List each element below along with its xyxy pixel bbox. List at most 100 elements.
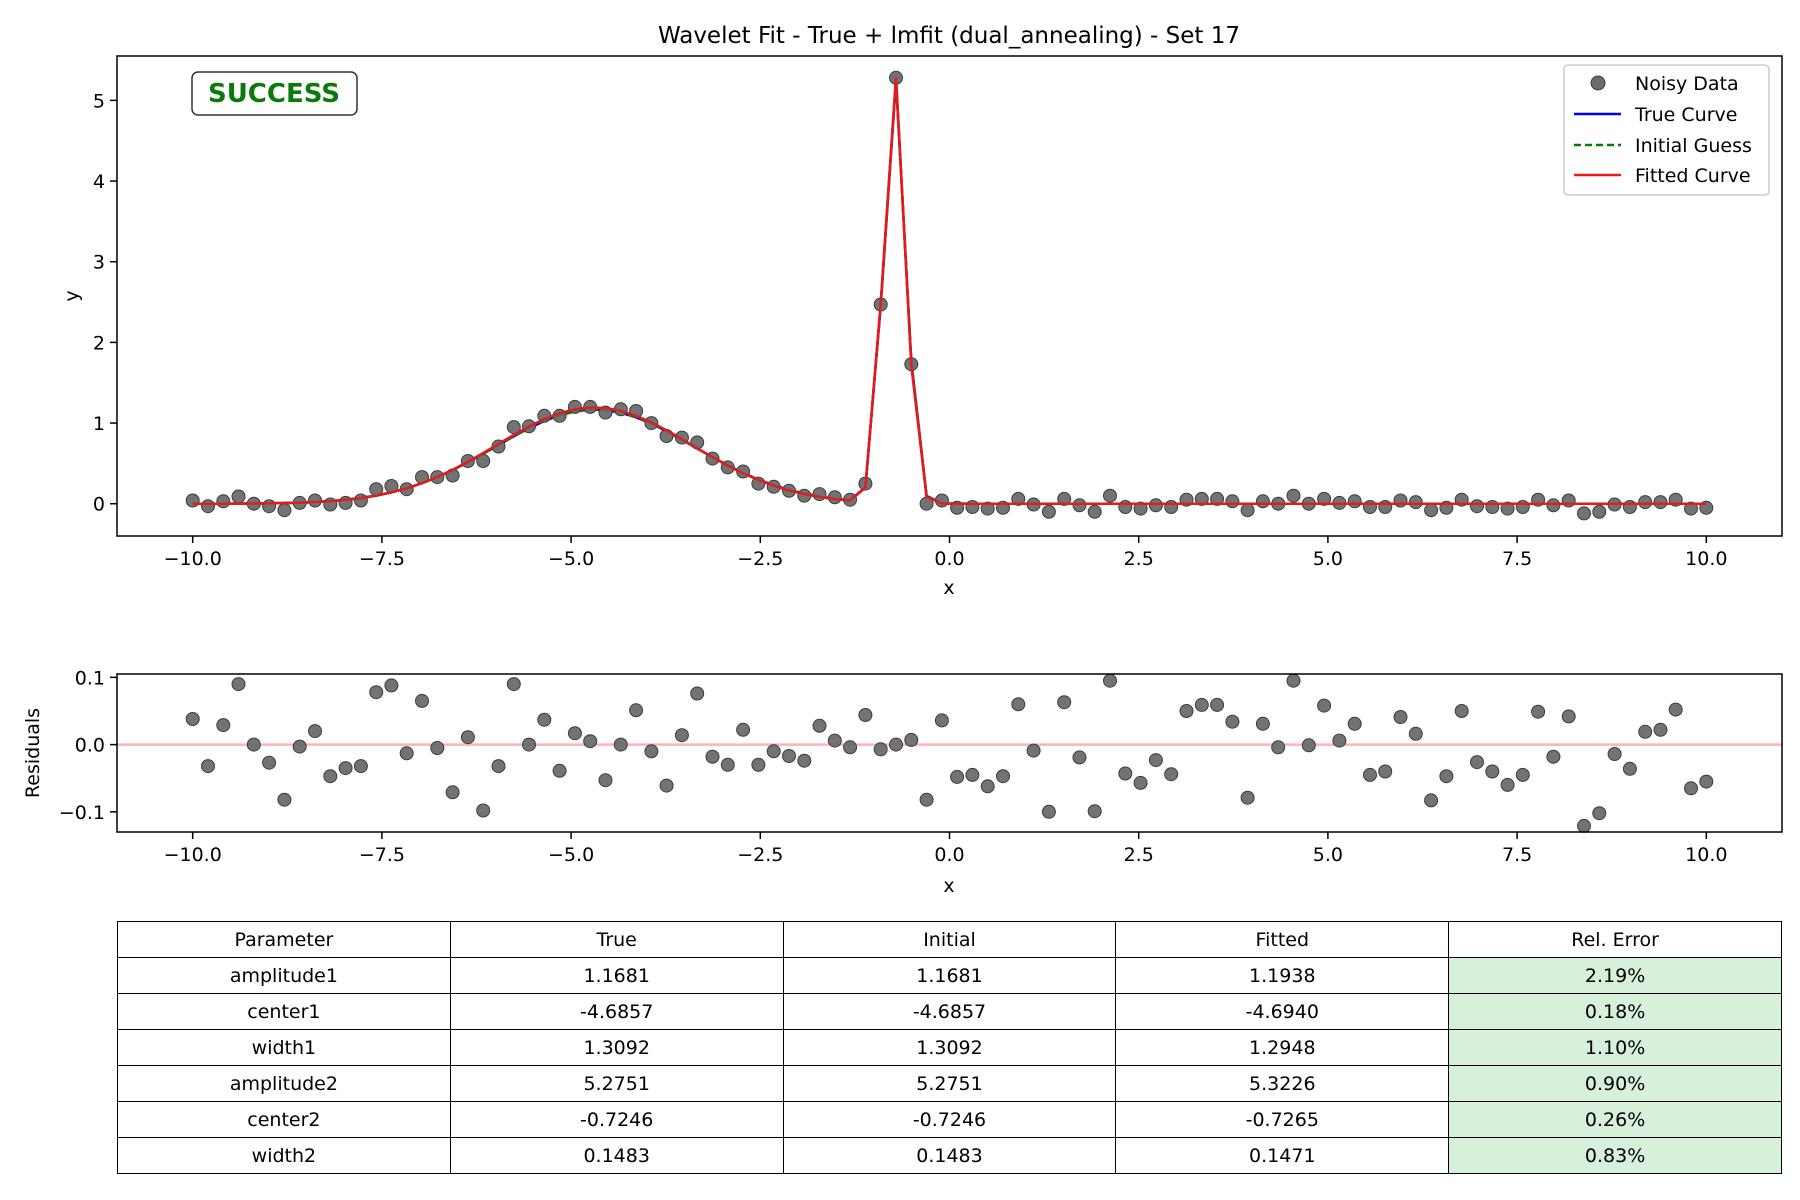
noisy-data-point: [1424, 503, 1439, 518]
table-cell: 1.3092: [782, 1029, 1117, 1066]
residual-point: [1561, 709, 1576, 724]
main-y-axis-label: y: [61, 290, 83, 301]
x-tick-label: 5.0: [1313, 548, 1343, 570]
residual-point: [1454, 704, 1469, 718]
y-tick-label: 4: [93, 171, 105, 193]
residual-point: [873, 742, 888, 757]
table-cell: 0.1483: [782, 1137, 1117, 1174]
table-cell-rel-error: 0.83%: [1448, 1137, 1782, 1174]
residual-point: [858, 708, 873, 722]
residuals-y-tick-label: −0.1: [59, 802, 105, 824]
residual-point: [1026, 743, 1041, 758]
residuals-x-tick-label: 10.0: [1685, 844, 1727, 866]
table-cell: width2: [117, 1137, 451, 1174]
legend: Noisy Data True Curve Initial Guess Fitt…: [1563, 64, 1770, 196]
residual-point: [1286, 673, 1301, 688]
residual-point: [1210, 697, 1225, 712]
noisy-data-point: [308, 493, 322, 508]
noisy-data-point: [1286, 488, 1301, 503]
y-tick-label: 1: [93, 413, 105, 435]
residual-point: [537, 712, 552, 727]
residual-point: [1424, 793, 1439, 808]
noisy-data-point: [1638, 495, 1653, 510]
residual-point: [934, 713, 949, 728]
parameter-table: Parameter True Initial Fitted Rel. Error…: [117, 921, 1782, 1174]
residual-point: [797, 753, 812, 768]
residual-point: [384, 678, 399, 693]
residual-point: [766, 744, 781, 759]
residuals-x-tick-label: −2.5: [737, 844, 783, 866]
residual-point: [965, 767, 980, 782]
residual-point: [1057, 695, 1072, 710]
residual-point: [583, 734, 598, 749]
residual-point: [506, 677, 521, 692]
status-badge: SUCCESS: [191, 71, 358, 116]
noisy-data-point: [1470, 499, 1484, 514]
y-tick-label: 2: [93, 332, 105, 354]
table-cell: -0.7246: [449, 1101, 784, 1138]
table-cell: 1.1681: [449, 957, 784, 994]
table-header-cell: Fitted: [1115, 921, 1450, 958]
noisy-data-point: [1240, 503, 1255, 518]
status-badge-text: SUCCESS: [208, 79, 340, 109]
noisy-data-point: [1011, 491, 1026, 506]
x-tick-label: 7.5: [1502, 548, 1532, 570]
residual-point: [552, 763, 567, 778]
y-tick-label: 3: [93, 252, 105, 274]
residual-point: [659, 778, 674, 793]
noisy-data-point: [1393, 493, 1408, 508]
table-cell-rel-error: 0.26%: [1448, 1101, 1782, 1138]
residual-point: [415, 693, 429, 708]
table-cell: -0.7246: [782, 1101, 1117, 1138]
residual-point: [1378, 764, 1393, 779]
residual-point: [491, 759, 506, 774]
residual-point: [1439, 769, 1454, 784]
legend-label-fitted-curve: Fitted Curve: [1635, 165, 1751, 187]
residuals-x-tick-label: 7.5: [1502, 844, 1532, 866]
residual-point: [522, 737, 536, 752]
table-row: center1 -4.6857 -4.6857 -4.6940 0.18%: [117, 993, 1782, 1030]
table-cell: center1: [117, 993, 451, 1030]
table-cell-rel-error: 0.90%: [1448, 1065, 1782, 1102]
residual-point: [980, 779, 995, 794]
residual-point: [1653, 722, 1668, 737]
residual-point: [323, 769, 338, 784]
residual-point: [567, 726, 582, 741]
residual-point: [827, 733, 842, 748]
residual-point: [1011, 697, 1026, 712]
table-cell: 1.3092: [449, 1029, 784, 1066]
noisy-data-point: [1103, 488, 1117, 503]
noisy-data-point: [1225, 494, 1240, 509]
residual-point: [629, 703, 644, 718]
residual-point: [1118, 766, 1133, 781]
y-tick-label: 5: [93, 90, 105, 112]
residual-point: [1485, 764, 1500, 779]
residual-point: [476, 803, 491, 818]
residual-point: [1622, 761, 1637, 776]
main-chart: Wavelet Fit - True + lmfit (dual_anneali…: [61, 23, 1783, 599]
x-tick-label: −7.5: [359, 548, 405, 570]
table-cell: 1.1681: [782, 957, 1117, 994]
residual-point: [843, 740, 858, 755]
table-header-cell: True: [449, 921, 784, 958]
noisy-data-point: [231, 489, 246, 504]
residual-point: [1531, 704, 1546, 719]
noisy-data-point: [185, 493, 200, 508]
residual-point: [1347, 716, 1362, 731]
noisy-data-point: [1577, 506, 1591, 521]
table-cell: 0.1471: [1115, 1137, 1450, 1174]
residual-point: [216, 718, 231, 733]
table-row: amplitude2 5.2751 5.2751 5.3226 0.90%: [117, 1065, 1782, 1102]
noisy-data-point: [1041, 504, 1056, 519]
table-header-cell: Rel. Error: [1448, 921, 1782, 958]
residual-point: [1500, 777, 1515, 792]
legend-label-initial-guess: Initial Guess: [1635, 135, 1752, 157]
noisy-data-point: [1087, 504, 1102, 519]
residual-point: [201, 759, 215, 774]
residual-point: [674, 728, 689, 743]
noisy-data-point: [1500, 501, 1515, 516]
residuals-x-tick-label: −5.0: [548, 844, 594, 866]
residual-point: [782, 749, 796, 763]
x-tick-label: 10.0: [1685, 548, 1727, 570]
table-cell: -4.6857: [782, 993, 1117, 1030]
